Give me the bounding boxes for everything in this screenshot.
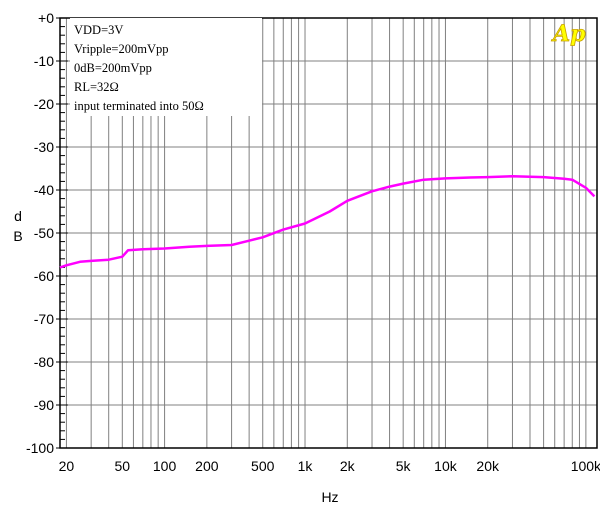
y-axis-title-d: d [14, 208, 22, 224]
y-tick-labels: +0 -10 -20 -30 -40 -50 -60 -70 -80 -90 -100 [26, 10, 54, 456]
y-tick-label: -20 [34, 96, 54, 112]
y-tick-label: -70 [34, 311, 54, 327]
y-tick-label: -40 [34, 182, 54, 198]
x-tick-label: 10k [434, 458, 458, 474]
x-tick-label: 500 [251, 458, 275, 474]
y-tick-label: +0 [38, 10, 54, 26]
x-tick-label: 1k [298, 458, 314, 474]
x-tick-label: 100k [571, 458, 600, 474]
x-tick-label: 20k [476, 458, 500, 474]
y-tick-label: -50 [34, 225, 54, 241]
y-tick-label: -10 [34, 53, 54, 69]
series-line [59, 174, 596, 269]
annotation-vdd: VDD=3V [74, 23, 123, 37]
y-axis-title: d B [13, 208, 22, 244]
x-tick-labels: 20 50 100 200 500 1k 2k 5k 10k 20k 100k [59, 458, 600, 474]
x-tick-label: 20 [59, 458, 75, 474]
y-tick-label: -30 [34, 139, 54, 155]
x-tick-label: 2k [340, 458, 356, 474]
y-tick-label: -80 [34, 354, 54, 370]
y-tick-label: -60 [34, 268, 54, 284]
series-layer [59, 174, 596, 269]
x-tick-label: 50 [115, 458, 131, 474]
x-tick-label: 5k [396, 458, 412, 474]
annotation-input: input terminated into 50Ω [74, 99, 204, 113]
annotation-vripple: Vripple=200mVpp [74, 42, 168, 56]
annotation-box [70, 18, 262, 116]
x-tick-label: 100 [153, 458, 177, 474]
x-tick-label: 200 [195, 458, 219, 474]
y-tick-label: -90 [34, 397, 54, 413]
annotation-rl: RL=32Ω [74, 80, 119, 94]
x-axis-title: Hz [321, 489, 338, 505]
ap-logo: Ap [551, 21, 586, 47]
y-axis-title-b: B [13, 228, 22, 244]
annotation-0db-ref: 0dB=200mVpp [74, 61, 152, 75]
y-tick-label: -100 [26, 440, 54, 456]
axis-ticks [56, 17, 68, 449]
